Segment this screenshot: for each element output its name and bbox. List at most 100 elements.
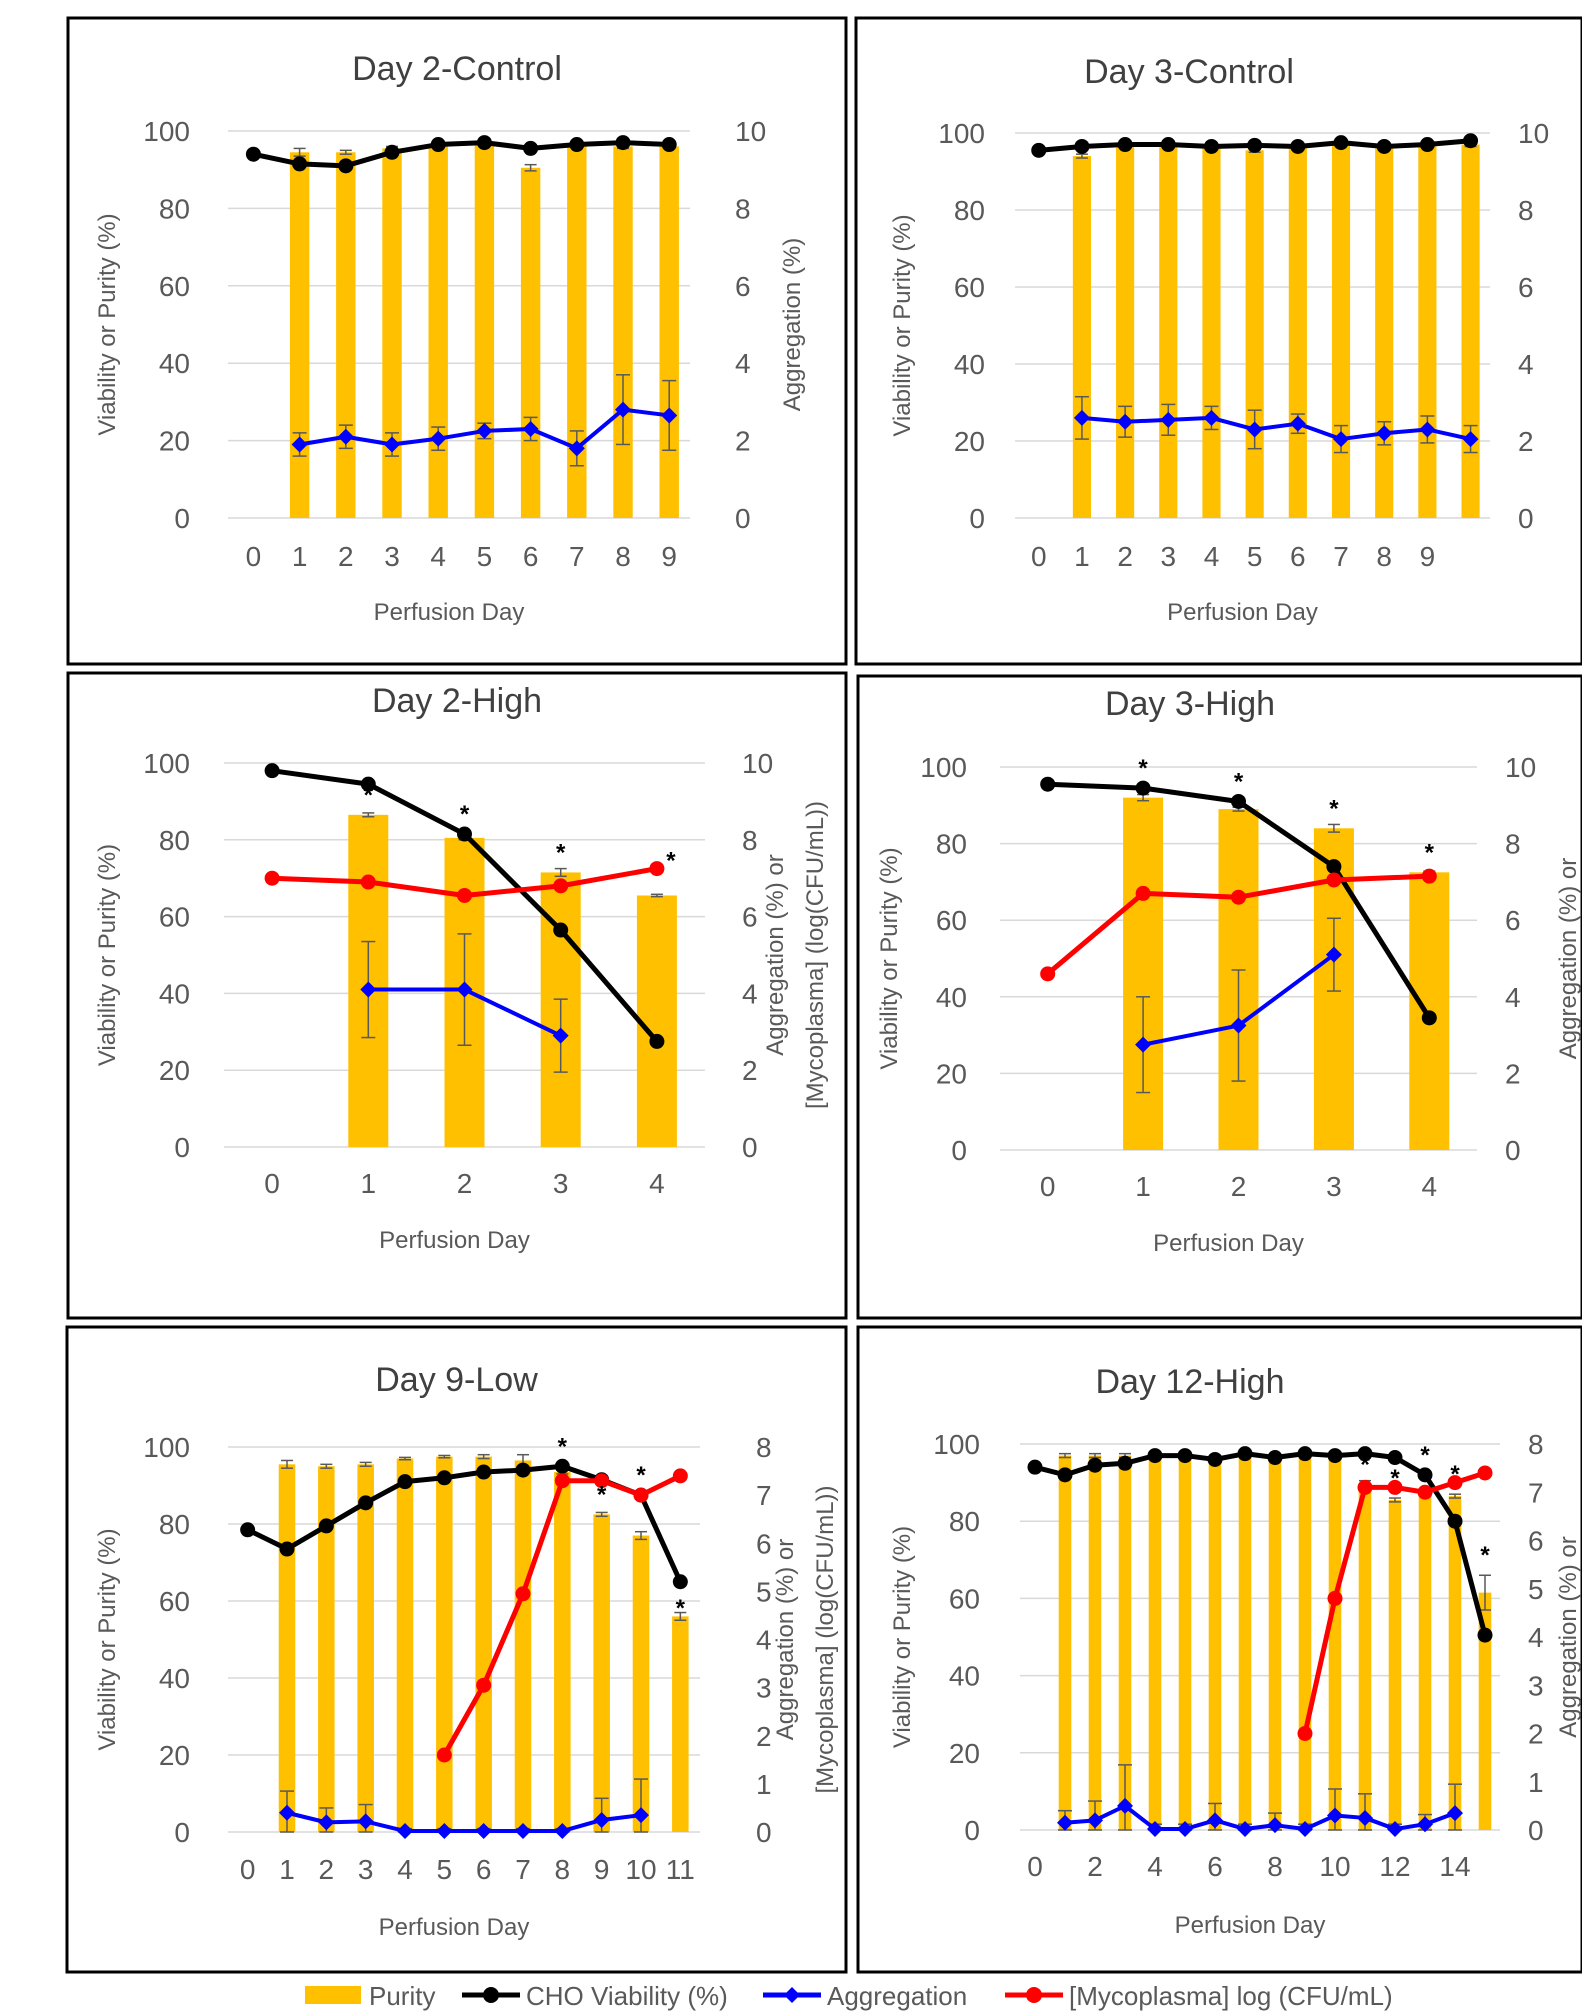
y2-tick-label: 8: [742, 825, 758, 856]
y2-tick-label: 8: [735, 193, 751, 224]
mycoplasma-marker: [476, 1677, 492, 1693]
chart-title: Day 9-Low: [375, 1361, 538, 1399]
y-tick-label: 60: [159, 271, 190, 302]
panel-frame: [66, 671, 848, 1320]
viability-marker: [1237, 1446, 1253, 1462]
x-tick-label: 0: [1040, 1171, 1056, 1202]
aggregation-marker: [475, 1823, 492, 1840]
x-tick-label: 1: [1074, 541, 1090, 572]
viability-marker: [384, 144, 400, 160]
purity-bar: [396, 1458, 414, 1832]
purity-bar: [613, 146, 633, 519]
chart-title: Day 12-High: [1096, 1363, 1285, 1401]
y2-tick-label: 6: [1528, 1526, 1544, 1557]
x-tick-label: 4: [1204, 541, 1220, 572]
y-tick-label: 20: [159, 1055, 190, 1086]
viability-marker: [279, 1541, 295, 1557]
panel-frame: [856, 1325, 1582, 1974]
x-tick-label: 0: [246, 541, 262, 572]
aggregation-marker: [1357, 1809, 1373, 1826]
y2-axis-label: Aggregation (%) or: [1555, 858, 1582, 1059]
aggregation-line: [286, 1810, 642, 1834]
y2-axis-label: Aggregation (%) or: [772, 1539, 799, 1740]
aggregation-marker: [1057, 1814, 1073, 1831]
viability-marker: [338, 158, 354, 174]
purity-bar: [1072, 156, 1091, 518]
mycoplasma-marker: [553, 878, 569, 894]
aggregation-marker: [1177, 1821, 1193, 1838]
viability-marker: [1207, 1451, 1223, 1467]
viability-marker: [1117, 1455, 1133, 1471]
aggregation-marker: [318, 1814, 335, 1831]
y-axis-label: Viability or Purity (%): [94, 213, 121, 435]
mycoplasma-marker: [1135, 885, 1151, 901]
aggregation-marker: [1135, 1036, 1152, 1053]
viability-marker: [1297, 1446, 1313, 1462]
viability-marker: [1027, 1459, 1043, 1475]
mycoplasma-marker: [1297, 1726, 1313, 1741]
purity-bar: [1418, 1494, 1432, 1830]
x-tick-label: 12: [1379, 1851, 1410, 1882]
purity-bar: [1088, 1455, 1102, 1830]
legend-diamond-icon: [784, 1987, 800, 2003]
purity-bar: [1268, 1457, 1282, 1830]
legend: Purity CHO Viability (%) Aggregation [Mycop…: [305, 1981, 1393, 2011]
purity-bar: [1245, 150, 1264, 518]
x-tick-label: 5: [437, 1854, 453, 1885]
purity-bar: [1448, 1496, 1462, 1830]
x-tick-label: 8: [1267, 1851, 1283, 1882]
aggregation-marker: [633, 1807, 649, 1824]
purity-bar: [1298, 1455, 1312, 1830]
x-tick-label: 1: [279, 1854, 295, 1885]
mycoplasma-marker: [1231, 889, 1246, 905]
purity-bar: [1123, 797, 1164, 1150]
purity-bar: [1118, 1455, 1132, 1830]
y-tick-label: 60: [949, 1583, 980, 1614]
viability-marker: [430, 137, 446, 153]
y2-tick-label: 4: [1505, 982, 1521, 1013]
viability-marker: [1031, 142, 1047, 158]
aggregation-marker: [661, 407, 678, 424]
significance-asterisk: *: [1138, 755, 1148, 782]
x-tick-label: 9: [661, 541, 677, 572]
aggregation-marker: [1333, 431, 1350, 448]
y2-tick-label: 2: [735, 426, 751, 457]
x-tick-label: 7: [515, 1854, 531, 1885]
aggregation-marker: [522, 420, 539, 437]
aggregation-marker: [384, 436, 401, 453]
y2-tick-label: 2: [1528, 1719, 1544, 1750]
y2-tick-label: 8: [1528, 1429, 1544, 1460]
y-tick-label: 0: [174, 1132, 190, 1163]
aggregation-marker: [1325, 946, 1342, 963]
viability-marker: [515, 1462, 531, 1478]
aggregation-marker: [1289, 415, 1306, 432]
aggregation-marker: [515, 1823, 531, 1840]
purity-bar: [1148, 1455, 1162, 1830]
x-axis-label: Perfusion Day: [374, 599, 525, 626]
y2-tick-label: 4: [735, 348, 751, 379]
aggregation-marker: [1376, 425, 1393, 442]
viability-marker: [476, 1464, 492, 1480]
y-tick-label: 0: [964, 1815, 980, 1846]
y2-tick-label: 2: [1518, 426, 1534, 457]
y2-tick-label: 7: [1528, 1477, 1544, 1508]
y-tick-label: 40: [159, 978, 190, 1009]
y2-tick-label: 8: [1505, 829, 1521, 860]
aggregation-marker: [1267, 1817, 1283, 1834]
legend-item-purity: Purity: [305, 1981, 435, 2011]
y2-tick-label: 0: [735, 503, 751, 534]
mycoplasma-marker: [515, 1586, 531, 1602]
y2-axis-label: Aggregation (%) or: [1555, 1536, 1582, 1737]
viability-marker: [672, 1574, 688, 1590]
y-tick-label: 100: [143, 748, 190, 779]
y-tick-label: 40: [159, 1663, 190, 1694]
purity-bar: [1178, 1457, 1192, 1830]
purity-bar: [1358, 1484, 1372, 1830]
viability-marker: [649, 1033, 665, 1049]
aggregation-marker: [279, 1804, 295, 1821]
viability-marker: [1135, 780, 1151, 796]
x-tick-label: 2: [1117, 541, 1133, 572]
y2-tick-label: 5: [756, 1576, 772, 1607]
purity-bar: [357, 1464, 374, 1832]
